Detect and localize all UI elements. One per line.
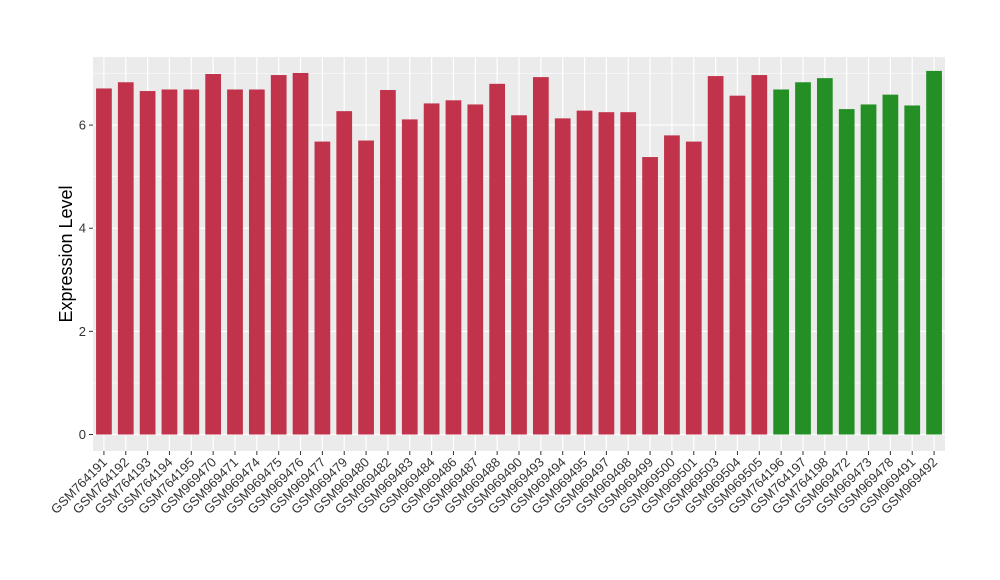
bar-GSM969472 <box>838 109 855 435</box>
bar-GSM969503 <box>707 76 724 435</box>
y-tick-label: 2 <box>79 324 86 339</box>
bar-GSM969491 <box>904 105 921 435</box>
bar-GSM969474 <box>248 89 265 435</box>
bar-GSM969497 <box>598 112 615 435</box>
bar-GSM969493 <box>532 77 549 435</box>
bar-GSM764194 <box>161 89 178 435</box>
bar-GSM969483 <box>401 119 418 435</box>
bar-GSM969501 <box>685 141 702 435</box>
bar-GSM969504 <box>729 95 746 435</box>
bar-GSM969500 <box>664 135 680 435</box>
bar-GSM764196 <box>773 89 790 435</box>
bar-GSM764195 <box>183 89 200 435</box>
bar-GSM764193 <box>139 91 156 435</box>
bar-GSM969492 <box>926 70 942 435</box>
y-tick-label: 4 <box>79 221 86 236</box>
bar-GSM969488 <box>489 83 506 435</box>
y-tick-label: 0 <box>79 427 86 442</box>
bar-GSM969473 <box>860 104 877 435</box>
bar-GSM969487 <box>467 104 484 435</box>
bar-GSM764191 <box>96 88 112 435</box>
bar-GSM969505 <box>751 75 768 435</box>
bar-GSM969495 <box>576 110 593 435</box>
bar-GSM969484 <box>423 103 440 435</box>
bar-GSM969486 <box>445 100 462 435</box>
y-axis: 0 2 4 6 <box>79 118 93 442</box>
bar-GSM969480 <box>358 140 374 435</box>
bar-GSM969494 <box>554 118 571 435</box>
bar-GSM969490 <box>511 115 527 435</box>
y-axis-label: Expression Level <box>56 185 76 322</box>
bar-GSM969498 <box>620 112 637 435</box>
bar-GSM969478 <box>882 94 899 435</box>
bar-GSM969470 <box>205 74 222 435</box>
x-axis: GSM764191GSM764192GSM764193GSM764194GSM7… <box>48 451 940 517</box>
bar-GSM969499 <box>642 157 658 435</box>
bar-GSM764198 <box>816 78 833 435</box>
bar-GSM969475 <box>270 75 287 435</box>
bar-GSM969476 <box>292 72 309 435</box>
y-tick-label: 6 <box>79 118 86 133</box>
bar-GSM764192 <box>117 82 134 435</box>
bar-GSM764197 <box>795 82 811 435</box>
bars <box>96 70 942 435</box>
bar-GSM969477 <box>314 141 331 435</box>
bar-GSM969482 <box>380 90 396 435</box>
bar-GSM969479 <box>336 111 353 435</box>
bar-GSM969471 <box>227 89 243 435</box>
